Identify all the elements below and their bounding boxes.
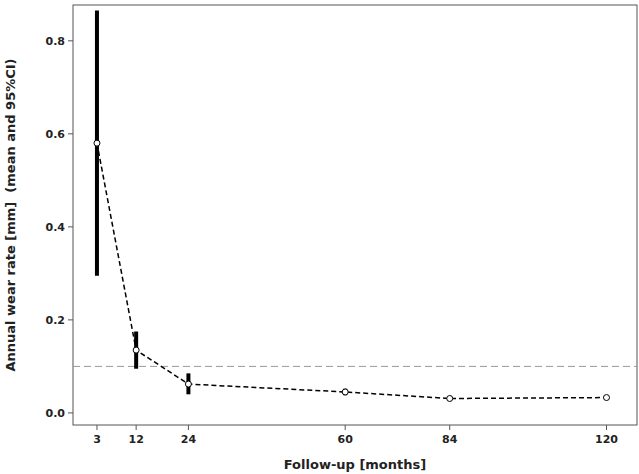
- data-point: [185, 381, 191, 387]
- x-tick: [345, 425, 346, 430]
- y-tick: [68, 40, 73, 41]
- error-bar: [186, 373, 190, 394]
- data-point: [447, 395, 453, 401]
- data-point: [604, 395, 610, 401]
- y-tick-label: 0.6: [46, 128, 66, 141]
- x-tick-label: 60: [338, 433, 354, 446]
- x-tick-label: 120: [595, 433, 618, 446]
- y-tick: [68, 133, 73, 134]
- data-point: [94, 140, 100, 146]
- x-tick: [96, 425, 97, 430]
- x-tick-label: 24: [181, 433, 197, 446]
- data-point: [342, 389, 348, 395]
- error-bar: [134, 332, 138, 369]
- plot-frame: [73, 5, 637, 425]
- x-tick: [449, 425, 450, 430]
- y-tick: [68, 319, 73, 320]
- y-tick: [68, 226, 73, 227]
- x-tick: [188, 425, 189, 430]
- y-tick-label: 0.8: [46, 35, 66, 48]
- y-tick-label: 0.4: [46, 221, 66, 234]
- x-axis-label: Follow-up [months]: [284, 457, 426, 472]
- y-tick-label: 0.0: [46, 407, 66, 420]
- data-line: [97, 143, 607, 398]
- x-tick-label: 3: [93, 433, 101, 446]
- chart: 0.0 0.2 0.4 0.6 0.8 3 12 24 60 84 120 Follow-up [mo…: [0, 0, 639, 474]
- y-tick-label: 0.2: [46, 314, 66, 327]
- x-tick-label: 84: [442, 433, 458, 446]
- x-tick-label: 12: [128, 433, 143, 446]
- reference-line: [73, 366, 637, 367]
- y-tick: [68, 412, 73, 413]
- error-bar: [343, 389, 347, 396]
- data-point: [133, 347, 139, 353]
- error-bar: [95, 11, 99, 276]
- plot-area: [73, 11, 637, 402]
- x-tick: [136, 425, 137, 430]
- y-axis-label: Annual wear rate [mm] (mean and 95%CI): [3, 58, 18, 371]
- x-tick: [606, 425, 607, 430]
